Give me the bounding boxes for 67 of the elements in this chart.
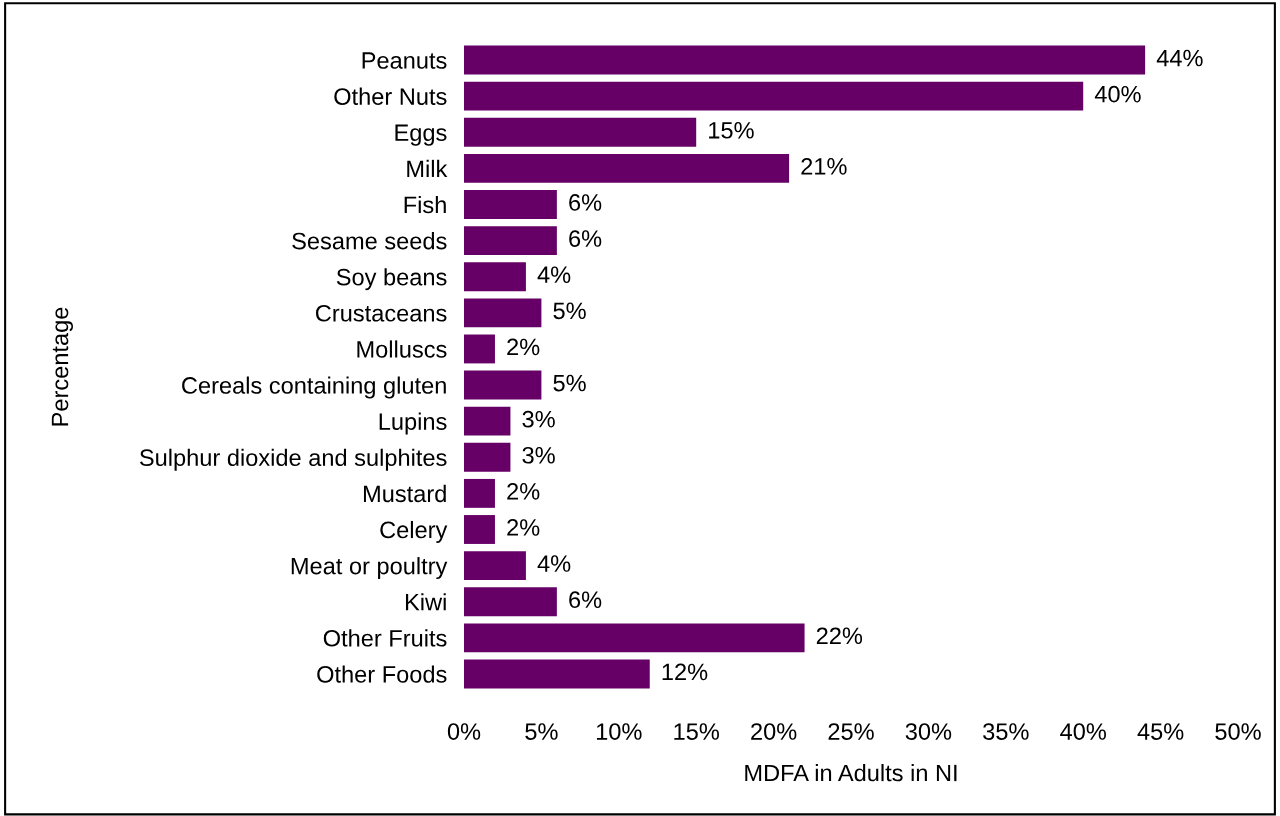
- x-tick-label: 50%: [1215, 723, 1261, 740]
- data-label: 6%: [569, 591, 602, 609]
- x-tick-label: 10%: [596, 723, 642, 740]
- data-label: 2%: [507, 483, 540, 500]
- data-label: 2%: [507, 519, 540, 536]
- bar: [464, 262, 526, 292]
- y-tick-label: Fish: [404, 195, 446, 214]
- bar: [464, 406, 511, 436]
- data-label: 40%: [1094, 85, 1141, 103]
- data-label: 5%: [553, 374, 586, 392]
- y-tick-label: Soy beans: [336, 268, 447, 291]
- bar: [464, 298, 542, 328]
- bar: [464, 334, 495, 364]
- bar: [464, 659, 650, 689]
- y-tick-label: Meat or poultry: [291, 557, 448, 580]
- data-label: 44%: [1156, 49, 1203, 67]
- y-tick-label: Other Nuts: [334, 87, 447, 105]
- y-axis-title: Percentage: [51, 307, 74, 426]
- bar: [464, 190, 557, 219]
- bar: [464, 551, 526, 581]
- x-tick-label: 25%: [828, 723, 874, 740]
- data-label: 4%: [537, 555, 571, 572]
- y-tick-label: Cereals containing gluten: [182, 376, 446, 399]
- data-label: 21%: [801, 158, 847, 175]
- bar: [464, 153, 790, 183]
- y-tick-label: Sulphur dioxide and sulphites: [139, 448, 447, 471]
- x-tick-label: 5%: [525, 723, 558, 740]
- bar: [464, 478, 495, 508]
- x-tick-label: 20%: [751, 723, 797, 740]
- y-tick-label: Molluscs: [357, 340, 447, 358]
- bar: [464, 442, 511, 472]
- y-tick-label: Celery: [380, 520, 448, 543]
- y-tick-label: Milk: [407, 159, 448, 177]
- data-label: 3%: [522, 410, 555, 428]
- y-tick-label: Other Fruits: [323, 629, 447, 647]
- data-label: 6%: [569, 194, 602, 211]
- data-label: 12%: [662, 663, 708, 681]
- y-tick-label: Sesame seeds: [292, 232, 447, 250]
- bar: [464, 587, 557, 617]
- data-label: 3%: [522, 446, 555, 464]
- bar: [464, 226, 557, 256]
- data-label: 5%: [553, 302, 586, 320]
- x-tick-label: 45%: [1137, 723, 1184, 740]
- data-label: 2%: [507, 338, 540, 356]
- y-tick-label: Lupins: [379, 412, 447, 435]
- x-tick-label: 40%: [1060, 723, 1106, 740]
- y-tick-label: Crustaceans: [315, 304, 447, 322]
- bar: [464, 623, 805, 653]
- bar: [464, 45, 1146, 75]
- y-tick-label: Eggs: [395, 124, 447, 146]
- data-label: 6%: [569, 230, 602, 247]
- y-tick-label: Mustard: [363, 484, 446, 503]
- y-tick-label: Peanuts: [362, 52, 447, 69]
- bar: [464, 117, 697, 147]
- bar: [464, 515, 495, 544]
- x-axis-title: MDFA in Adults in NI: [745, 764, 957, 782]
- data-label: 15%: [709, 122, 754, 139]
- y-tick-label: Kiwi: [405, 593, 446, 611]
- y-tick-label: Other Foods: [317, 665, 447, 683]
- x-tick-label: 15%: [674, 723, 719, 740]
- x-tick-label: 30%: [905, 723, 952, 740]
- x-tick-label: 35%: [983, 723, 1029, 740]
- bar: [464, 81, 1084, 111]
- data-label: 22%: [816, 627, 863, 645]
- data-label: 4%: [537, 266, 571, 283]
- x-tick-label: 0%: [447, 723, 481, 740]
- bar: [464, 370, 542, 400]
